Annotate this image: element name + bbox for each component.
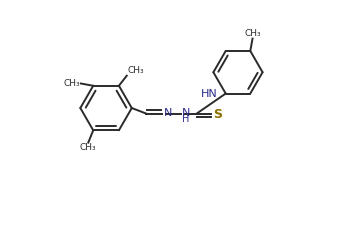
Text: CH₃: CH₃	[64, 79, 80, 88]
Text: CH₃: CH₃	[127, 66, 144, 75]
Text: N: N	[182, 108, 190, 118]
Text: N: N	[164, 108, 172, 118]
Text: S: S	[213, 108, 222, 121]
Text: HN: HN	[201, 89, 217, 99]
Text: CH₃: CH₃	[244, 29, 261, 38]
Text: H: H	[182, 114, 189, 124]
Text: CH₃: CH₃	[80, 143, 97, 152]
